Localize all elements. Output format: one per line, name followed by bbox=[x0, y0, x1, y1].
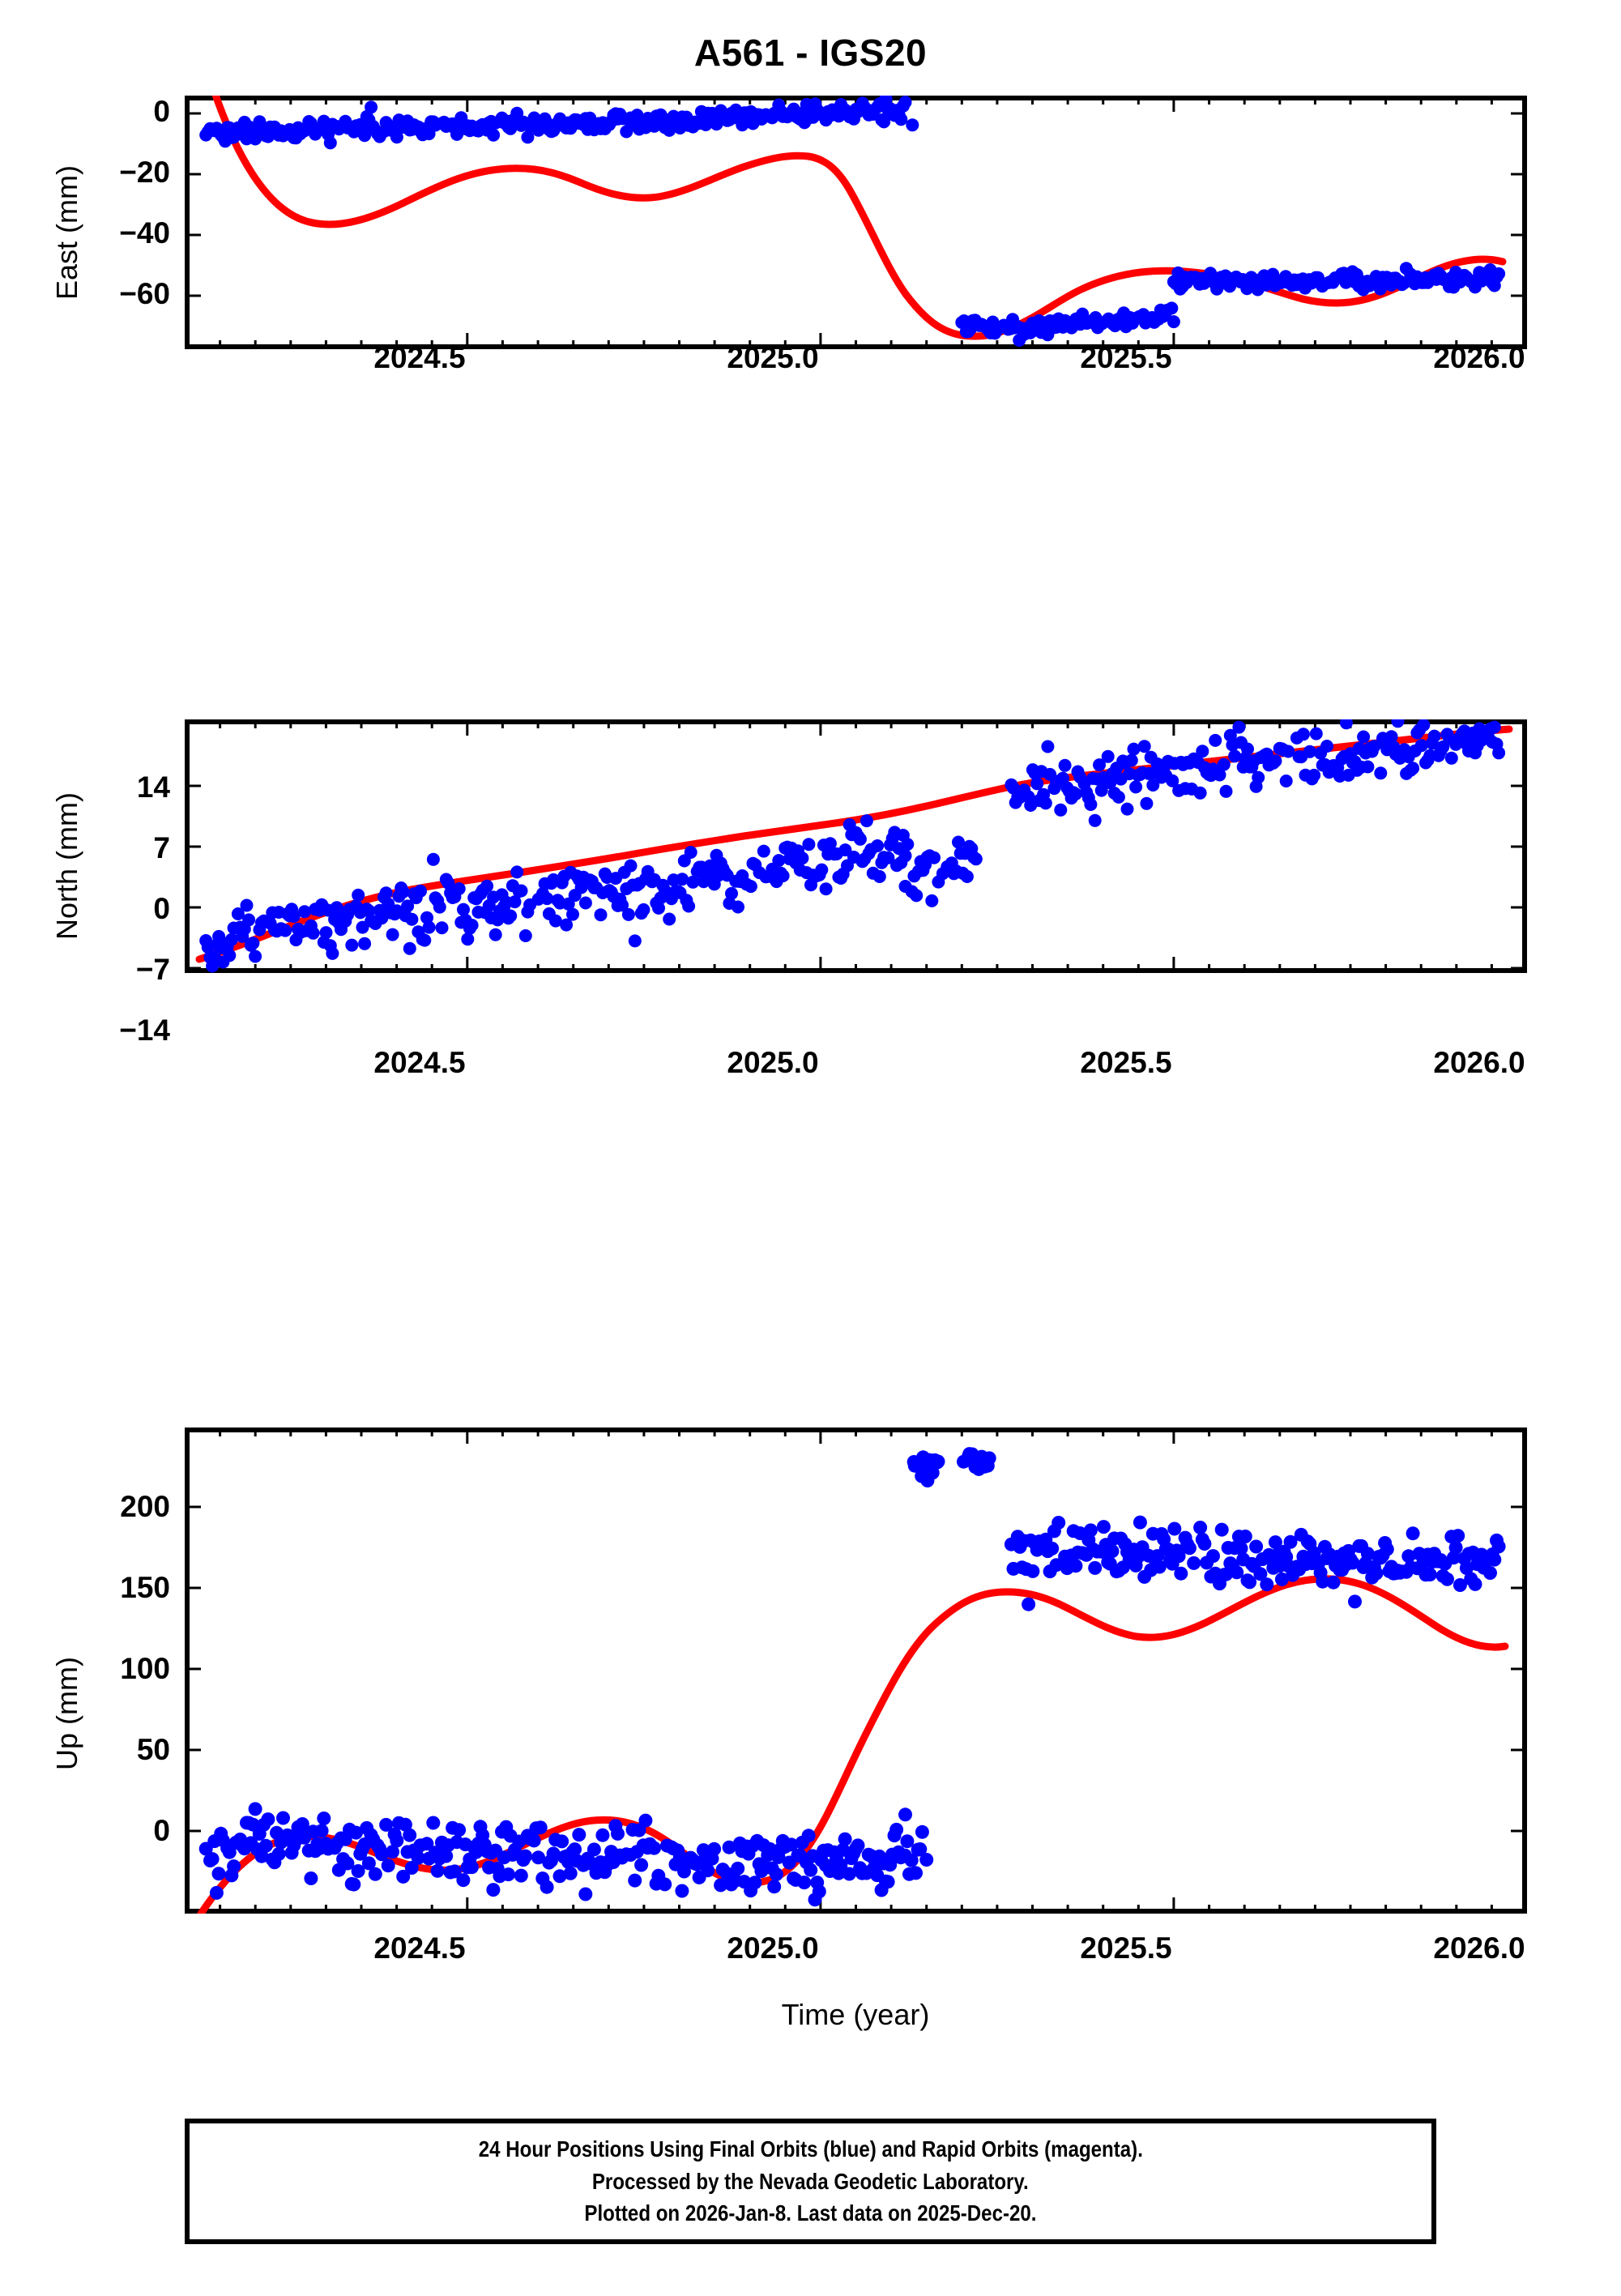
footer-caption-box: 24 Hour Positions Using Final Orbits (bl… bbox=[185, 2119, 1436, 2244]
up-xtick-1: 2025.0 bbox=[727, 1931, 819, 1965]
footer-line-3: Plotted on 2026-Jan-8. Last data on 2025… bbox=[584, 2200, 1037, 2226]
east-xtick-0: 2024.5 bbox=[373, 341, 466, 374]
up-ytick-2: 100 bbox=[120, 1652, 170, 1685]
north-ytick-1: 7 bbox=[153, 831, 170, 864]
north-ytick-4: −14 bbox=[119, 1014, 170, 1047]
north-xtick-2: 2025.5 bbox=[1080, 1046, 1172, 1079]
up-xtick-0: 2024.5 bbox=[373, 1931, 466, 1965]
xaxis-title: Time (year) bbox=[781, 1998, 930, 2031]
north-xtick-1: 2025.0 bbox=[727, 1046, 819, 1079]
east-ytick-0: 0 bbox=[153, 95, 170, 128]
east-ytick-2: −40 bbox=[119, 216, 170, 250]
panel-north: 18.038+/- 0.655 mm/yr bbox=[185, 719, 1527, 973]
panel-up-plot bbox=[185, 1428, 1527, 1914]
panel-east: -62.558+/- 1.694 mm/yr bbox=[185, 96, 1527, 349]
panel-up: 167.231+/- 2.587 mm/yr bbox=[185, 1428, 1527, 1914]
panel-north-plot bbox=[185, 719, 1527, 973]
north-ytick-2: 0 bbox=[153, 892, 170, 925]
east-ytick-1: −20 bbox=[119, 156, 170, 189]
north-xtick-3: 2026.0 bbox=[1433, 1046, 1525, 1079]
page-title: A561 - IGS20 bbox=[693, 32, 928, 74]
east-xtick-3: 2026.0 bbox=[1433, 341, 1525, 374]
up-ytick-3: 50 bbox=[136, 1733, 170, 1766]
north-ytick-0: 14 bbox=[136, 770, 170, 804]
east-ytick-3: −60 bbox=[119, 277, 170, 310]
north-xtick-0: 2024.5 bbox=[373, 1046, 466, 1079]
up-ytick-0: 200 bbox=[120, 1490, 170, 1523]
east-xtick-1: 2025.0 bbox=[727, 341, 819, 374]
up-ytick-4: 0 bbox=[153, 1814, 170, 1847]
north-axis-label: North (mm) bbox=[50, 792, 83, 940]
up-xtick-2: 2025.5 bbox=[1080, 1931, 1172, 1965]
east-xtick-2: 2025.5 bbox=[1080, 341, 1172, 374]
east-axis-label: East (mm) bbox=[50, 165, 83, 300]
panel-east-plot bbox=[185, 96, 1527, 349]
up-xtick-3: 2026.0 bbox=[1433, 1931, 1525, 1965]
north-ytick-3: −7 bbox=[135, 953, 170, 986]
footer-line-1: 24 Hour Positions Using Final Orbits (bl… bbox=[478, 2136, 1143, 2162]
up-ytick-1: 150 bbox=[120, 1571, 170, 1604]
footer-line-2: Processed by the Nevada Geodetic Laborat… bbox=[592, 2168, 1029, 2194]
